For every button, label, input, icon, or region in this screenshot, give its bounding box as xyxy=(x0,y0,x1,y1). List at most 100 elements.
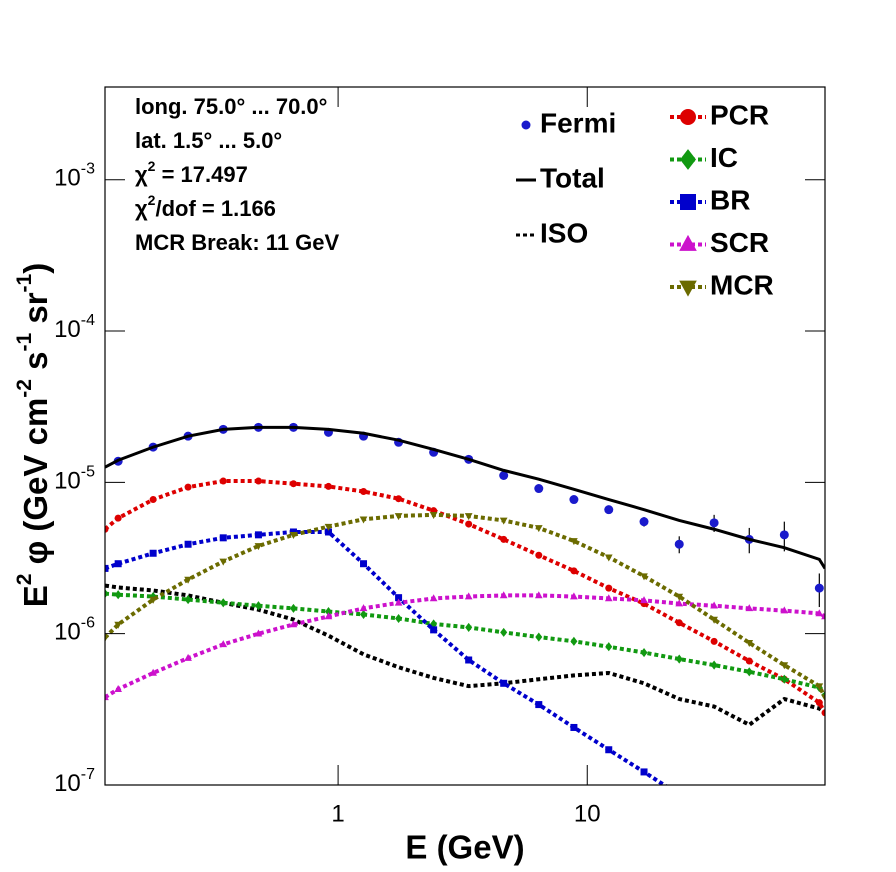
legend-label: SCR xyxy=(710,227,769,258)
marker xyxy=(710,601,718,609)
text-part: s xyxy=(17,352,54,380)
marker xyxy=(360,609,368,619)
marker xyxy=(324,607,332,617)
marker xyxy=(679,234,697,251)
marker xyxy=(779,530,789,540)
marker xyxy=(745,667,753,677)
annotation: χ2 = 17.497 xyxy=(135,158,248,187)
marker xyxy=(429,512,438,520)
series-line xyxy=(105,425,825,570)
text-part: /dof = 1.166 xyxy=(155,196,275,221)
marker xyxy=(675,599,684,607)
plot-area xyxy=(105,422,825,785)
marker xyxy=(219,640,228,648)
marker xyxy=(254,601,262,611)
marker xyxy=(745,657,753,665)
legend-label: Total xyxy=(540,162,605,193)
marker xyxy=(324,523,333,531)
marker xyxy=(149,549,157,557)
legend-label: ISO xyxy=(540,217,588,248)
y-tick-label: 10-7 xyxy=(54,766,95,797)
marker xyxy=(149,496,157,504)
annotation: χ2/dof = 1.166 xyxy=(135,192,276,221)
marker xyxy=(289,480,297,488)
y-tick-label: 10-3 xyxy=(54,161,95,192)
marker xyxy=(499,517,508,525)
marker xyxy=(359,604,368,612)
superscript: -1 xyxy=(12,333,35,352)
marker xyxy=(394,513,403,521)
annotation: long. 75.0° ... 70.0° xyxy=(135,94,327,119)
legend-entry: IC xyxy=(670,142,738,173)
superscript: 2 xyxy=(148,158,156,174)
marker xyxy=(395,613,403,624)
marker xyxy=(639,517,649,527)
marker xyxy=(499,591,508,599)
marker xyxy=(570,538,578,546)
marker xyxy=(184,483,192,491)
tick-base: 10 xyxy=(54,770,81,797)
y-tick-label: 10-4 xyxy=(54,312,95,343)
text-part: ) xyxy=(17,263,54,274)
superscript: -1 xyxy=(12,273,35,292)
series-line xyxy=(105,529,668,785)
text-part: χ xyxy=(135,162,148,187)
marker xyxy=(184,540,192,548)
legend-entry: SCR xyxy=(670,227,769,258)
marker xyxy=(114,684,123,692)
superscript: 2 xyxy=(12,574,35,586)
legend-entry: MCR xyxy=(670,269,774,300)
tick-exponent: -7 xyxy=(81,766,95,783)
marker xyxy=(105,564,109,572)
annotation: MCR Break: 11 GeV xyxy=(135,230,340,255)
tick-exponent: -3 xyxy=(81,161,95,178)
marker xyxy=(394,598,403,606)
marker xyxy=(570,723,578,731)
y-tick-label: 10-6 xyxy=(54,615,95,646)
marker xyxy=(105,693,109,701)
text-part: = 17.497 xyxy=(155,162,247,187)
text-part: φ (GeV cm xyxy=(17,398,54,574)
marker xyxy=(605,584,613,592)
marker xyxy=(680,194,696,210)
text-part: long. 75.0° ... 70.0° xyxy=(135,94,327,119)
legend-entry: PCR xyxy=(670,99,769,130)
tick-exponent: -5 xyxy=(81,464,95,481)
legend-label: MCR xyxy=(710,269,774,300)
x-tick-label: 1 xyxy=(331,800,344,827)
marker xyxy=(709,518,719,528)
marker xyxy=(745,604,754,612)
marker xyxy=(745,640,754,648)
marker xyxy=(114,621,123,629)
marker xyxy=(605,746,613,754)
text-part: sr xyxy=(17,292,54,333)
plot-frame xyxy=(104,86,826,786)
superscript: -2 xyxy=(12,379,35,398)
marker xyxy=(105,634,109,642)
y-tick-label: 10-5 xyxy=(54,464,95,495)
y-axis-title: E2 φ (GeV cm-2 s-1 sr-1) xyxy=(12,263,53,608)
legend-entry: Total xyxy=(516,162,605,193)
marker xyxy=(360,488,368,496)
legend-entry: BR xyxy=(670,184,750,215)
marker xyxy=(360,560,368,568)
tick-exponent: -4 xyxy=(81,312,95,329)
marker xyxy=(815,699,823,707)
marker xyxy=(254,477,262,485)
marker xyxy=(815,683,824,691)
marker xyxy=(814,583,824,593)
marker xyxy=(780,606,789,614)
marker xyxy=(680,149,696,170)
marker xyxy=(521,120,531,130)
marker xyxy=(105,589,109,599)
marker xyxy=(464,513,473,521)
marker xyxy=(184,653,192,661)
marker xyxy=(604,594,613,602)
marker xyxy=(500,679,508,687)
marker xyxy=(429,594,438,602)
marker xyxy=(569,495,579,505)
marker xyxy=(324,612,333,620)
marker xyxy=(570,567,578,575)
marker xyxy=(821,612,825,620)
